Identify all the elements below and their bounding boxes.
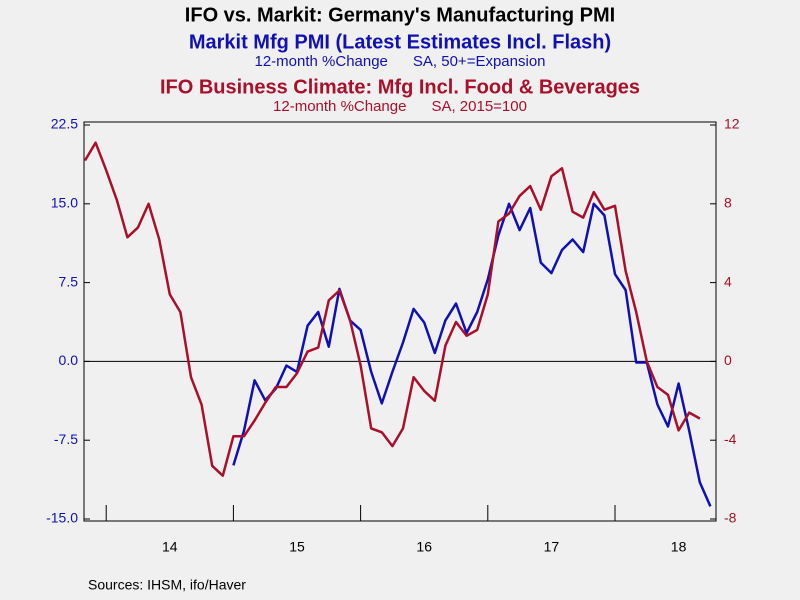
x-tick-label: 18 bbox=[671, 539, 687, 555]
y-tick-label: -15.0 bbox=[46, 510, 78, 526]
x-tick-label: 14 bbox=[162, 539, 178, 555]
y-tick-label: 7.5 bbox=[59, 273, 79, 289]
series-title: Markit Mfg PMI (Latest Estimates Incl. F… bbox=[189, 31, 611, 53]
x-tick-label: 16 bbox=[416, 539, 432, 555]
series-subtitle: 12-month %Change SA, 50+=Expansion bbox=[254, 53, 545, 70]
x-tick-label: 17 bbox=[544, 539, 560, 555]
x-tick-label: 15 bbox=[289, 539, 305, 555]
y2-tick-label: 8 bbox=[724, 195, 732, 211]
y2-tick-label: 4 bbox=[724, 273, 732, 289]
y-tick-label: 22.5 bbox=[51, 116, 78, 132]
source-note: Sources: IHSM, ifo/Haver bbox=[88, 577, 246, 593]
y-tick-label: 15.0 bbox=[51, 195, 78, 211]
y-tick-label: 0.0 bbox=[59, 352, 79, 368]
chart-title: IFO vs. Markit: Germany's Manufacturing … bbox=[185, 4, 615, 26]
y2-tick-label: 0 bbox=[724, 352, 732, 368]
y-tick-label: -7.5 bbox=[54, 431, 78, 447]
plot-frame bbox=[83, 121, 717, 522]
series-subtitle: 12-month %Change SA, 2015=100 bbox=[273, 98, 527, 115]
y2-tick-label: -8 bbox=[724, 510, 737, 526]
y2-tick-label: -4 bbox=[724, 431, 737, 447]
series-title: IFO Business Climate: Mfg Incl. Food & B… bbox=[160, 76, 640, 98]
series-line bbox=[83, 141, 701, 477]
series-line bbox=[232, 202, 712, 507]
y2-tick-label: 12 bbox=[724, 116, 740, 132]
